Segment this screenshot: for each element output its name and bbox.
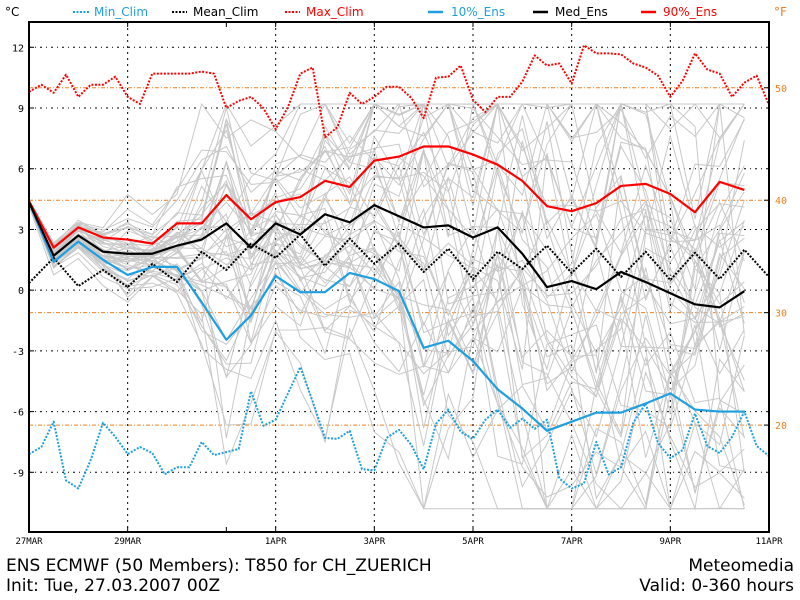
brand-label: Meteomedia [688,556,794,576]
series-lines [27,44,770,490]
celsius-unit-label: °C [5,5,19,19]
y-tick-label-f: 50 [775,84,787,95]
ensemble-member-line [28,203,745,511]
ensemble-member-line [28,203,745,510]
y-tick-label: 12 [12,43,24,54]
ensemble-member-line [28,103,745,371]
ensemble-member-line [28,141,745,392]
ensemble-member-line [28,152,745,472]
ensemble-member-line [28,191,745,439]
mean-clim-line [28,233,770,289]
y-tick-label-f: 20 [775,421,787,432]
init-time: Init: Tue, 27.03.2007 00Z [6,576,220,596]
ensemble-member-line [28,157,745,439]
x-tick-label: 5APR [462,537,484,547]
y-tick-label: -9 [12,468,24,479]
x-tick-label: 11APR [755,537,783,547]
legend-label-min-clim: Min_Clim [94,5,148,19]
ensemble-member-line [28,203,745,510]
x-tick-label: 29MAR [114,537,142,547]
legend: °C Min_Clim Mean_Clim Max_Clim 10%_Ens M… [5,5,787,19]
chart-title: ENS ECMWF (50 Members): T850 for CH_ZUER… [6,556,432,576]
fahrenheit-unit-label: °F [774,5,787,19]
ensemble-member-line [28,202,745,509]
legend-label-mean-clim: Mean_Clim [193,5,258,19]
y-tick-label: -6 [12,408,24,419]
legend-label-p10: 10%_Ens [451,5,505,19]
ensemble-member-line [28,102,745,436]
ensemble-members [28,102,745,511]
x-tick-label: 3APR [363,537,385,547]
x-tick-label: 7APR [561,537,583,547]
median-ens-line [28,201,745,309]
ensemble-member-line [28,201,745,477]
ensemble-member-line [28,183,745,488]
ensemble-member-line [28,204,745,511]
y-tick-label: -3 [12,347,24,358]
y-tick-label: 9 [18,104,24,115]
legend-label-p90: 90%_Ens [663,5,717,19]
x-tick-label: 27MAR [15,537,43,547]
legend-label-max-clim: Max_Clim [306,5,364,19]
ensemble-member-line [28,156,745,460]
y-tick-label: 6 [18,165,24,176]
y-tick-label: 3 [18,225,24,236]
plot-frame [28,21,770,533]
x-tick-label: 9APR [659,537,681,547]
ensemble-member-line [28,201,745,446]
x-tick-label: 1APR [265,537,287,547]
ensemble-member-line [28,102,745,374]
ensemble-member-line [28,103,745,262]
ensemble-member-line [28,103,745,257]
valid-range: Valid: 0-360 hours [639,576,794,596]
ensemble-member-line [28,179,745,510]
ensemble-member-line [28,205,745,510]
max-clim-line [28,44,770,139]
p10-ens-line [27,201,745,432]
legend-label-median: Med_Ens [555,5,608,19]
y-tick-label-f: 30 [775,309,787,320]
y-tick-label-f: 40 [775,196,787,207]
p90-ens-line [28,145,745,249]
ensemble-member-line [28,103,745,347]
y-tick-label: 0 [18,286,24,297]
